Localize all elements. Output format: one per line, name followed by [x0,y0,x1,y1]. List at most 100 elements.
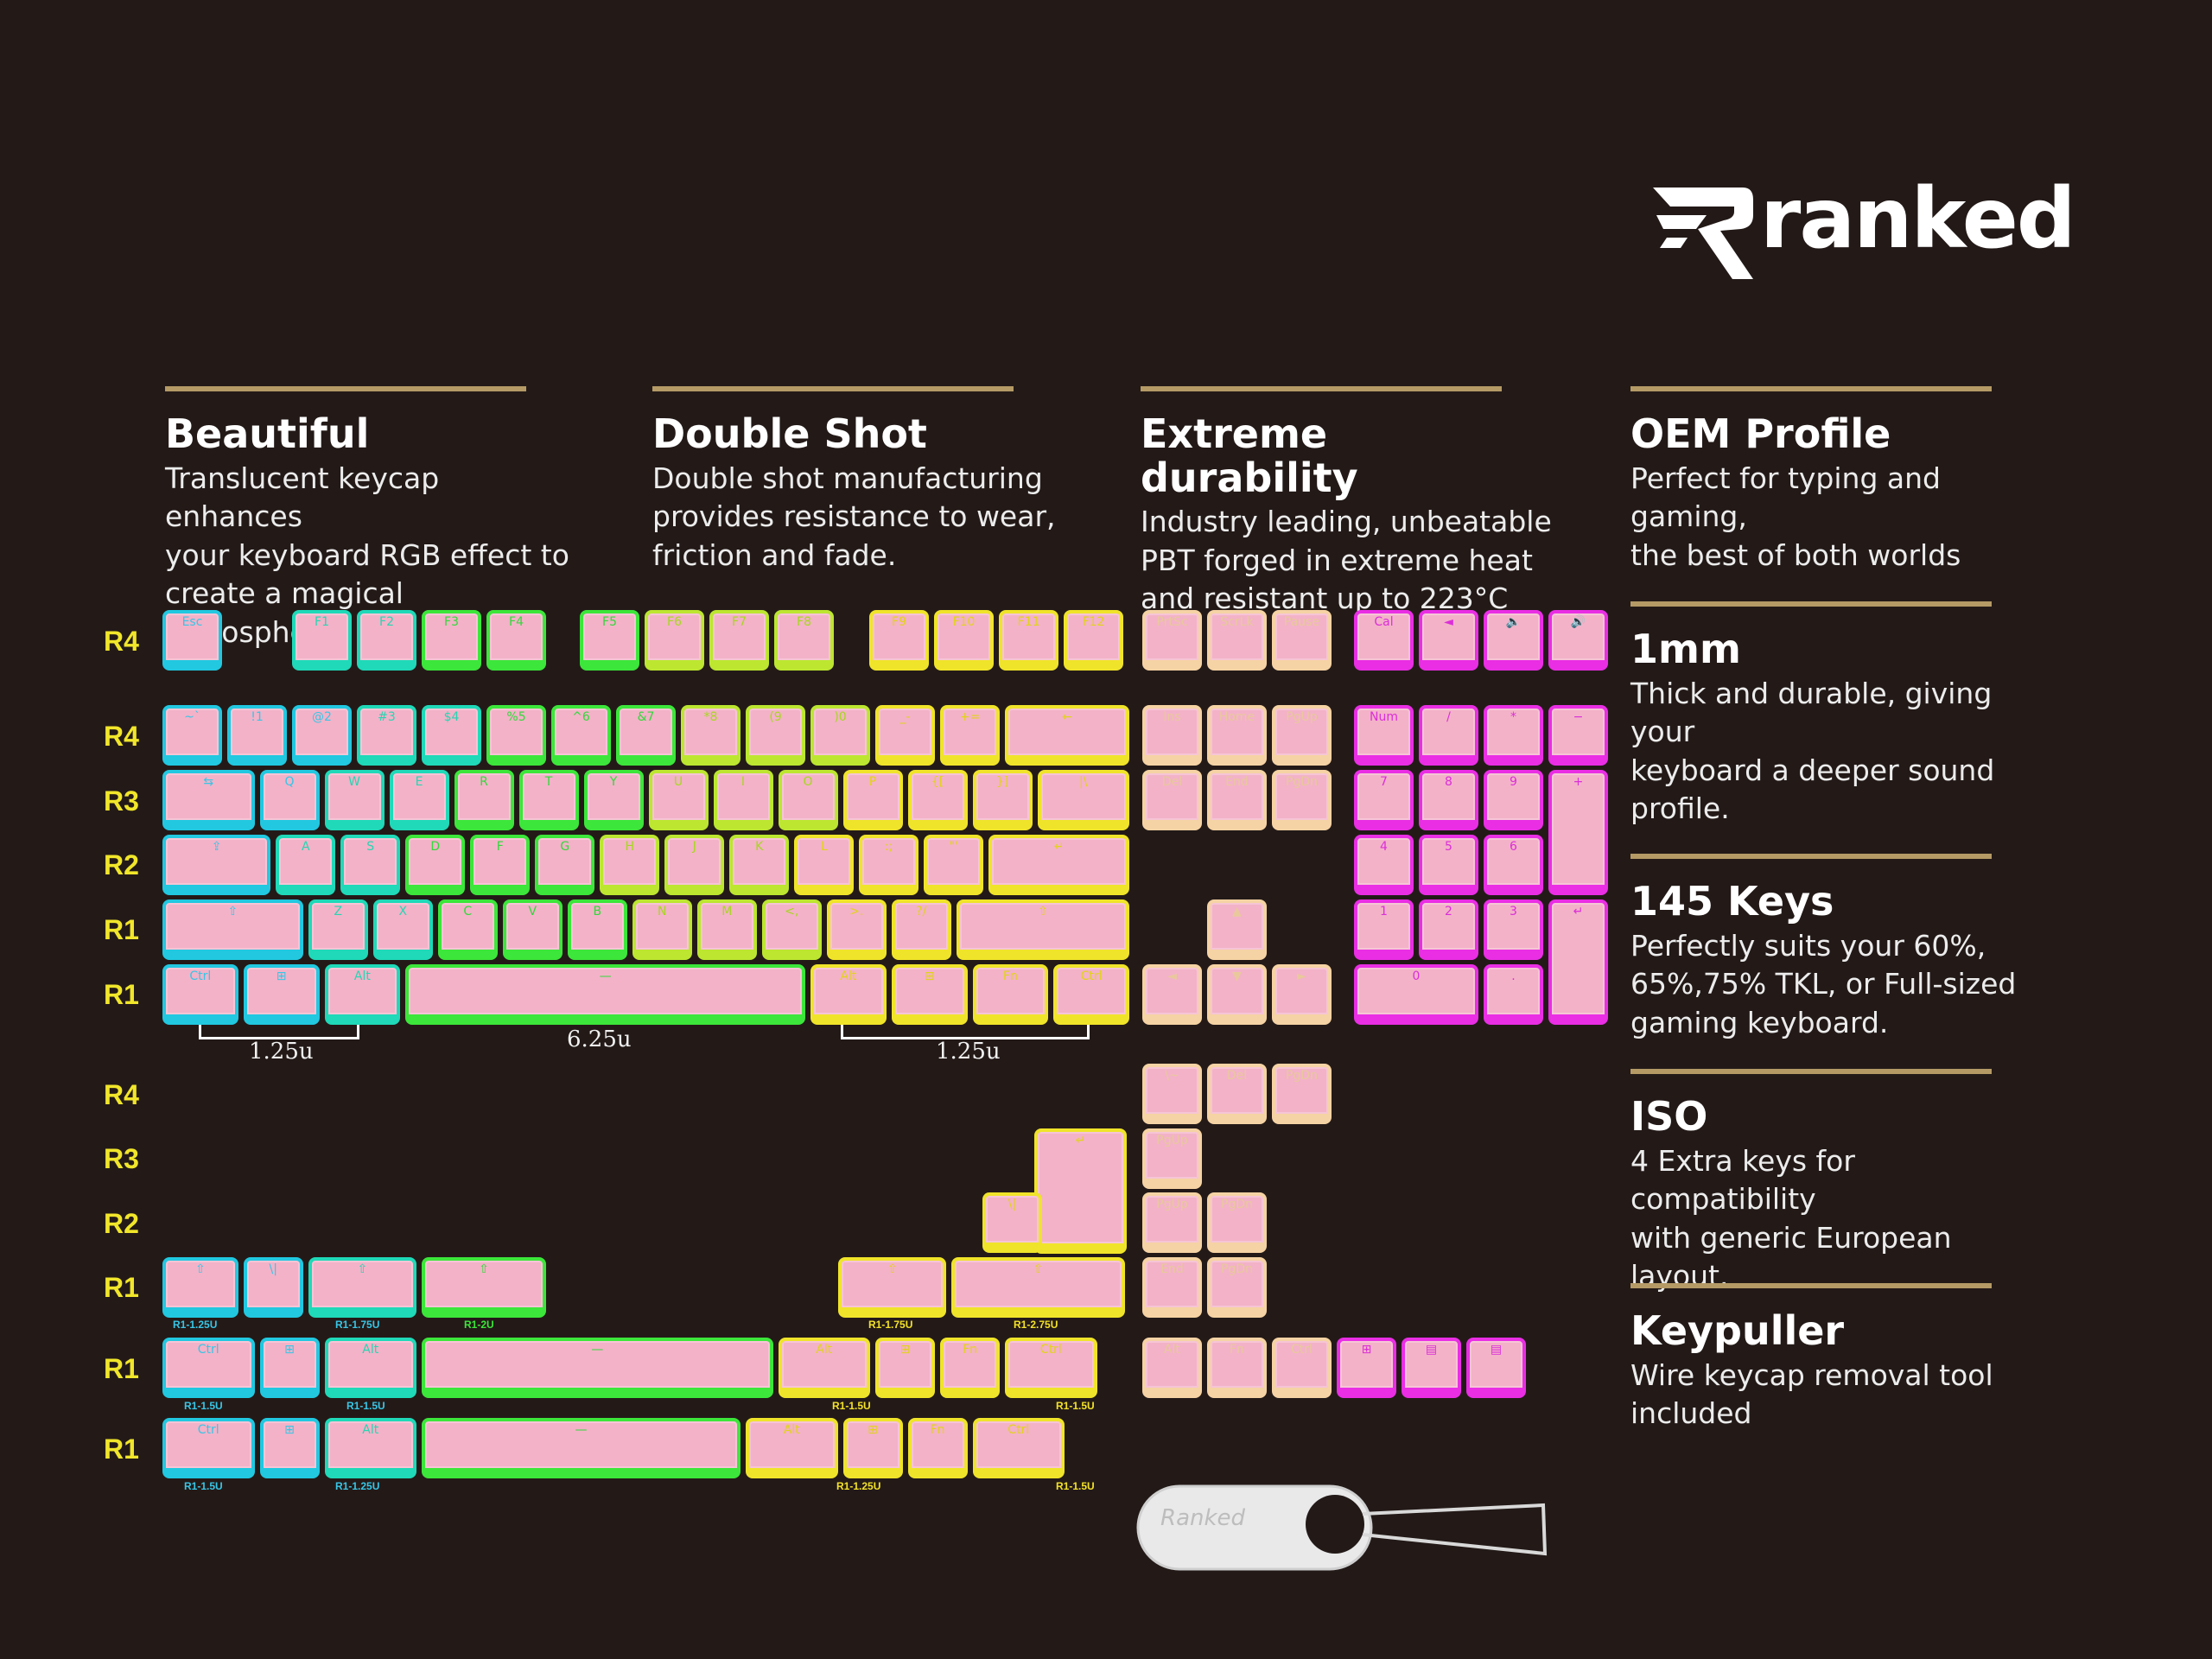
keycap: * [1484,705,1543,766]
keycap: R [454,770,514,830]
keycap: T [518,770,579,830]
keycap: Esc [162,610,222,671]
keycap-legend: − [1573,710,1584,724]
feature-desc: Double shot manufacturing provides resis… [652,461,1056,572]
keycap-legend: += [959,710,981,724]
brand-mark-icon [1653,188,1753,279]
keycap-legend: Ins [1163,710,1181,724]
keycap: Fn [940,1338,1000,1398]
feature-desc: Perfect for typing and gaming, the best … [1630,461,1961,572]
keycap: ↵ [1548,899,1608,1025]
keycap: Alt [778,1338,870,1398]
keycap-legend: ⇪ [211,840,222,854]
keycap: ⊞ [243,964,320,1025]
size-note: 1.25u [249,1039,314,1065]
keycap: ⇪ [162,835,271,895]
keycap: End [1142,1257,1202,1318]
size-label: R1-1.25U [836,1480,881,1492]
feature-145-keys: 145 Keys Perfectly suits your 60%, 65%,7… [1630,854,2045,1042]
brand-logo: ranked [1646,177,2076,289]
keycap-legend: ⇧ [227,905,238,918]
keycap-legend: ▼ [1232,969,1242,983]
size-note: 1.25u [936,1039,1001,1065]
keycap: 8 [1419,770,1478,830]
feature-desc: Thick and durable, giving your keyboard … [1630,676,1995,826]
keycap-legend: Z [334,905,343,918]
keycap: V [502,899,563,960]
keycap: |\ [1037,770,1129,830]
keycap: }] [972,770,1033,830]
row-label: R4 [104,721,139,752]
row-label: R1 [104,1353,139,1384]
keycap-legend: {[ [931,775,944,789]
feature-title: Double Shot [652,410,927,457]
keycap: Ctrl [162,964,238,1025]
row-label: R4 [104,626,139,657]
keycap-legend: \~ [1165,1069,1179,1083]
keycap-legend: 🔈 [1505,615,1522,629]
feature-desc: Industry leading, unbeatable PBT forged … [1141,505,1552,616]
keycap-legend: }] [995,775,1009,789]
keycap: _- [875,705,935,766]
feature-divider [1630,386,1992,391]
feature-title: Extreme durability [1141,410,1358,501]
keycap-legend: Ctrl [1291,1343,1313,1357]
keycap-legend: F12 [1082,615,1105,629]
keycap-legend: F3 [444,615,459,629]
keycap-legend: Fn [1002,969,1018,983]
feature-double-shot: Double Shot Double shot manufacturing pr… [652,386,1067,575]
keycap-legend: Ctrl [1039,1343,1062,1357]
keycap-legend: F11 [1017,615,1040,629]
keycap: ⇧ [838,1257,947,1318]
keycap: 1 [1354,899,1414,960]
size-label: R1-1.5U [184,1480,223,1492]
size-bracket [841,1025,1090,1039]
feature-title: 145 Keys [1630,878,1834,925]
keycap: 2 [1419,899,1478,960]
keycap: Alt [810,964,887,1025]
keycap-legend: 7 [1380,775,1388,789]
keycap-legend: I [741,775,746,789]
keycap-legend: F [496,840,504,854]
keycap-legend: \| [1007,1198,1017,1211]
keycap-legend: ◄ [1167,969,1177,983]
row-label: R3 [104,1143,139,1174]
keycap-legend: F2 [379,615,394,629]
keycap-legend: F4 [509,615,524,629]
keycap-legend: T [544,775,553,789]
keycap: 5 [1419,835,1478,895]
feature-divider [1141,386,1502,391]
keycap: — [405,964,805,1025]
keycap: PgDn [1272,1064,1332,1124]
row-label: R1 [104,914,139,945]
keycap: 0 [1354,964,1478,1025]
feature-1mm: 1mm Thick and durable, giving your keybo… [1630,601,2045,829]
size-bracket [199,1025,359,1039]
keycap: — [422,1338,773,1398]
keycap-legend: * [1510,710,1516,724]
feature-desc: 4 Extra keys for compatibility with gene… [1630,1143,1952,1294]
keycap: Ctrl [972,1418,1065,1478]
keycap-legend: ◄ [1444,615,1453,629]
keycap: F7 [709,610,769,671]
keycap-legend: . [1511,969,1516,983]
feature-divider [1630,1069,1992,1074]
keycap-legend: F5 [602,615,617,629]
keycap-legend: D [430,840,441,854]
keycap: W [324,770,385,830]
keycap-legend: Alt [816,1343,833,1357]
size-label: R1-1.75U [868,1319,913,1331]
keycap: Alt [324,964,401,1025]
size-note: 6.25u [567,1027,632,1052]
keycap-legend: B [593,905,602,918]
size-label: R1-1.75U [335,1319,380,1331]
keycap: Fn [907,1418,968,1478]
keycap-legend: H [625,840,635,854]
keycap-legend: ▤ [1490,1343,1503,1357]
keycap-legend: C [463,905,473,918]
keycap-legend: Alt [1164,1343,1180,1357]
keycap: ^6 [551,705,611,766]
keycap: PgUp [1142,1128,1202,1189]
feature-iso: ISO 4 Extra keys for compatibility with … [1630,1069,2045,1296]
keycap: Fn [1207,1338,1267,1398]
